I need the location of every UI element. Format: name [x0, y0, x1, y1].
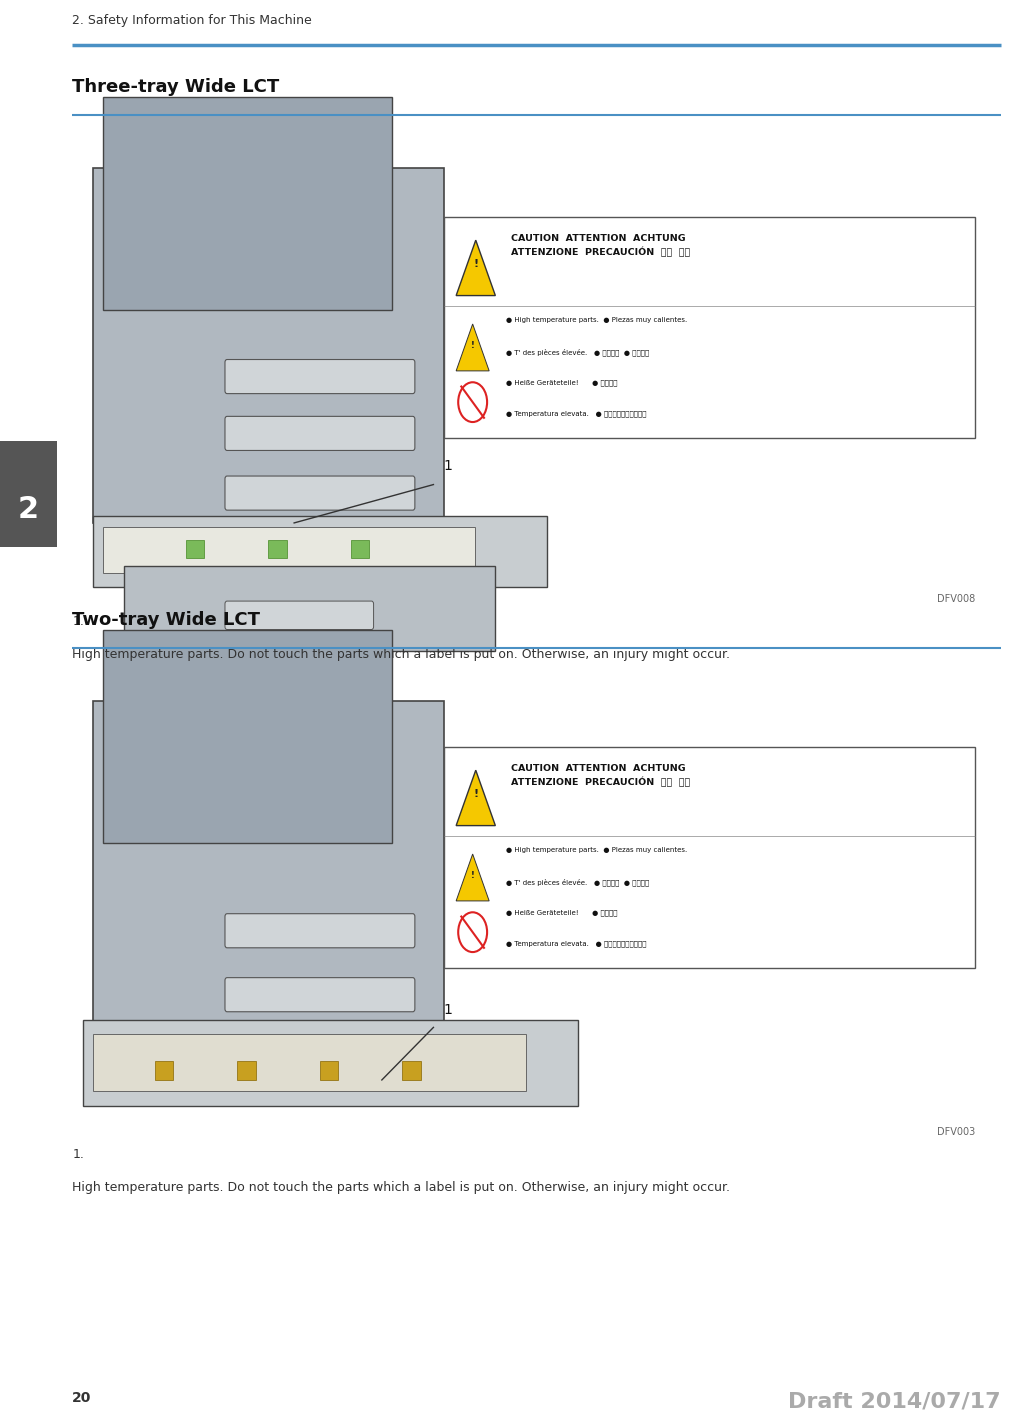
Text: CAUTION  ATTENTION  ACHTUNG
ATTENZIONE  PRECAUCIÓN  注意  주의: CAUTION ATTENTION ACHTUNG ATTENZIONE PRE…	[511, 234, 690, 257]
FancyBboxPatch shape	[93, 1034, 526, 1091]
Text: 2: 2	[18, 495, 38, 523]
Text: ● Temperatura elevata.   ● 高温になっています。: ● Temperatura elevata. ● 高温になっています。	[506, 411, 646, 418]
FancyBboxPatch shape	[103, 630, 392, 843]
FancyBboxPatch shape	[0, 441, 57, 547]
Text: 2. Safety Information for This Machine: 2. Safety Information for This Machine	[72, 14, 312, 27]
Polygon shape	[456, 240, 495, 296]
Text: 1: 1	[444, 1003, 453, 1017]
FancyBboxPatch shape	[155, 1061, 173, 1080]
Text: 1.: 1.	[72, 1148, 85, 1161]
Text: !: !	[474, 789, 478, 800]
Polygon shape	[456, 770, 495, 826]
FancyBboxPatch shape	[186, 540, 204, 558]
Text: !: !	[471, 871, 475, 880]
Text: ● High temperature parts.  ● Plezas muy calientes.: ● High temperature parts. ● Plezas muy c…	[506, 317, 687, 323]
Text: ● Temperatura elevata.   ● 高温になっています。: ● Temperatura elevata. ● 高温になっています。	[506, 941, 646, 948]
Text: High temperature parts. Do not touch the parts which a label is put on. Otherwis: High temperature parts. Do not touch the…	[72, 1181, 731, 1194]
FancyBboxPatch shape	[225, 914, 415, 948]
Text: !: !	[474, 259, 478, 270]
Text: ● T' des pièces élevée.   ● 高溫部件  ● 高温部分: ● T' des pièces élevée. ● 高溫部件 ● 高温部分	[506, 878, 649, 885]
Text: 1: 1	[444, 459, 453, 473]
Text: Three-tray Wide LCT: Three-tray Wide LCT	[72, 78, 280, 97]
Text: ● Heiße Geräteteile!      ● 고온주의: ● Heiße Geräteteile! ● 고온주의	[506, 379, 617, 387]
Polygon shape	[456, 854, 489, 901]
FancyBboxPatch shape	[83, 1020, 578, 1106]
FancyBboxPatch shape	[225, 978, 415, 1012]
FancyBboxPatch shape	[225, 360, 415, 394]
FancyBboxPatch shape	[103, 527, 475, 573]
Text: CAUTION  ATTENTION  ACHTUNG
ATTENZIONE  PRECAUCIÓN  注意  주의: CAUTION ATTENTION ACHTUNG ATTENZIONE PRE…	[511, 764, 690, 787]
Text: 20: 20	[72, 1391, 92, 1405]
FancyBboxPatch shape	[444, 747, 975, 968]
FancyBboxPatch shape	[225, 476, 415, 510]
FancyBboxPatch shape	[237, 1061, 256, 1080]
Polygon shape	[456, 324, 489, 371]
Text: DFV003: DFV003	[937, 1127, 975, 1137]
FancyBboxPatch shape	[402, 1061, 421, 1080]
FancyBboxPatch shape	[103, 97, 392, 310]
Text: ● T' des pièces élevée.   ● 高溫部件  ● 高温部分: ● T' des pièces élevée. ● 高溫部件 ● 高温部分	[506, 348, 649, 355]
FancyBboxPatch shape	[351, 540, 369, 558]
FancyBboxPatch shape	[93, 701, 444, 1056]
FancyBboxPatch shape	[444, 217, 975, 438]
FancyBboxPatch shape	[225, 416, 415, 450]
Text: Draft 2014/07/17: Draft 2014/07/17	[788, 1391, 1001, 1411]
Text: !: !	[471, 341, 475, 350]
FancyBboxPatch shape	[268, 540, 287, 558]
Text: 1.: 1.	[72, 615, 85, 628]
Text: ● Heiße Geräteteile!      ● 고온주의: ● Heiße Geräteteile! ● 고온주의	[506, 909, 617, 917]
FancyBboxPatch shape	[93, 168, 444, 523]
FancyBboxPatch shape	[124, 566, 495, 651]
Text: Two-tray Wide LCT: Two-tray Wide LCT	[72, 611, 260, 630]
Text: High temperature parts. Do not touch the parts which a label is put on. Otherwis: High temperature parts. Do not touch the…	[72, 648, 731, 661]
Text: ● High temperature parts.  ● Plezas muy calientes.: ● High temperature parts. ● Plezas muy c…	[506, 847, 687, 853]
FancyBboxPatch shape	[93, 516, 547, 587]
FancyBboxPatch shape	[225, 601, 374, 630]
Text: DFV008: DFV008	[937, 594, 975, 604]
FancyBboxPatch shape	[320, 1061, 338, 1080]
